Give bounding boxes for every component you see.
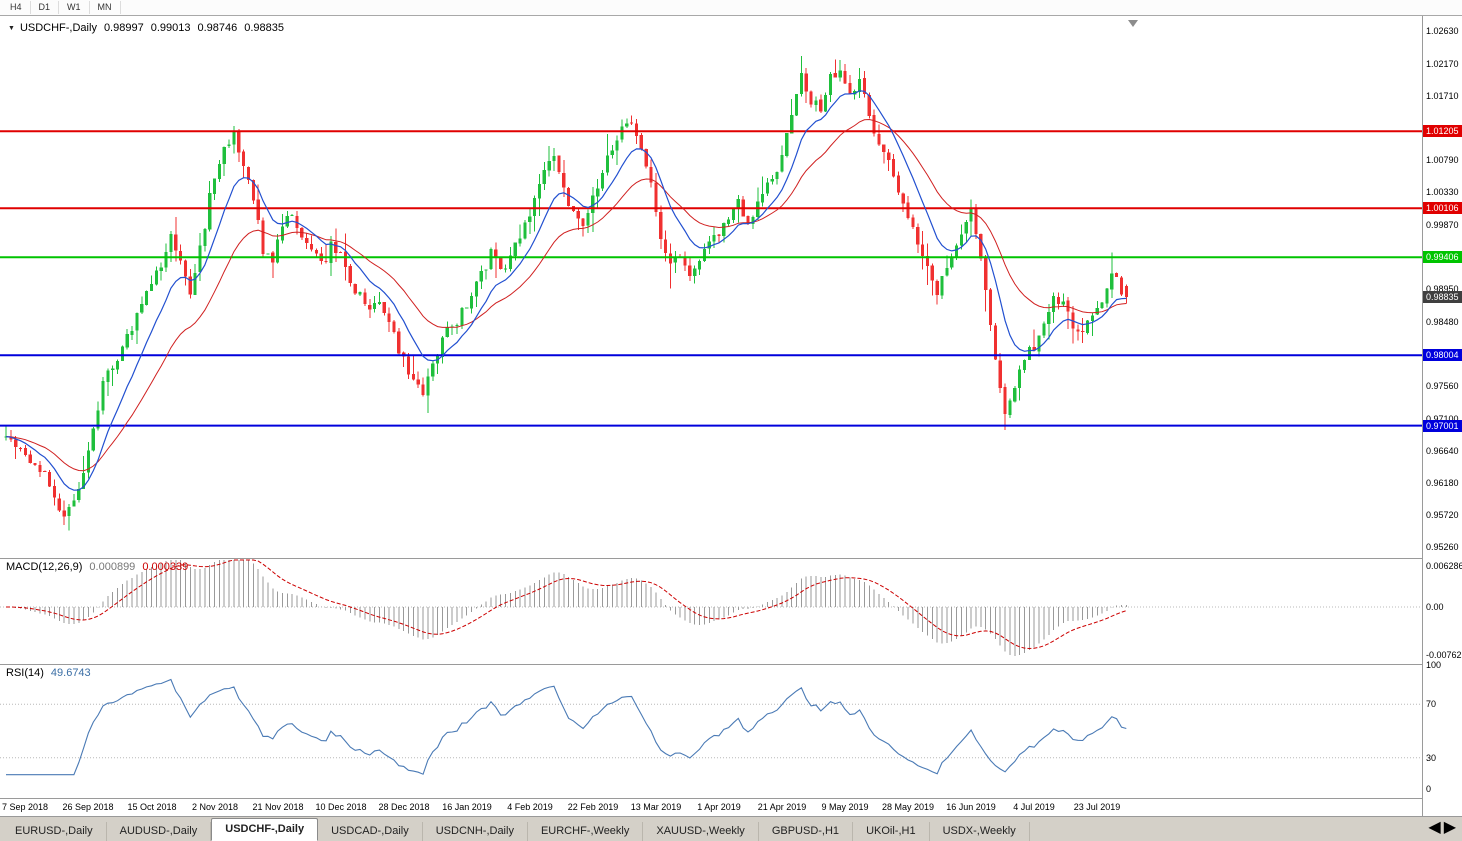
tabs-scroll-controls: ◀ ▶ [1428,817,1460,841]
price-axis-tick: 0.99870 [1426,220,1459,230]
price-axis-tick: 0.97100 [1426,414,1459,424]
rsi-axis-tick: 100 [1426,660,1442,670]
chart-tab-usdcad-daily[interactable]: USDCAD-,Daily [318,822,423,841]
chart-tab-ukoil-h1[interactable]: UKOil-,H1 [853,822,930,841]
price-axis-tick: 0.95260 [1426,542,1459,552]
price-axis-tick: 0.98950 [1426,284,1459,294]
chart-tab-gbpusd-h1[interactable]: GBPUSD-,H1 [759,822,854,841]
timeframe-button-h4[interactable]: H4 [2,1,31,14]
price-level-badge[interactable]: 1.01205 [1423,125,1462,137]
price-axis-tick: 0.95720 [1426,510,1459,520]
chart-tab-usdcnh-daily[interactable]: USDCNH-,Daily [423,822,528,841]
macd-signal-value: 0.000339 [142,561,189,573]
date-axis-label: 16 Jan 2019 [442,802,492,812]
rsi-axis-tick: 0 [1426,784,1432,794]
macd-axis-tick: -0.00762 [1426,650,1462,660]
date-axis-label: 28 May 2019 [881,802,935,812]
price-axis-tick: 1.00790 [1426,155,1459,165]
price-macd-divider[interactable] [0,558,1462,559]
price-axis-tick: 1.00330 [1426,187,1459,197]
date-axis-label: 21 Nov 2018 [252,802,304,812]
price-axis-tick: 1.02170 [1426,59,1459,69]
date-axis-label: 26 Sep 2018 [62,802,114,812]
macd-main-value: 0.000899 [89,561,136,573]
date-axis-label: 13 Mar 2019 [630,802,682,812]
rsi-dates-divider [0,798,1462,799]
date-axis-label: 1 Apr 2019 [697,802,741,812]
rsi-axis-tick: 70 [1426,699,1437,709]
macd-rsi-divider[interactable] [0,664,1462,665]
chart-tab-eurchf-weekly[interactable]: EURCHF-,Weekly [528,822,644,841]
price-level-badge[interactable]: 0.98004 [1423,349,1462,361]
chart-tab-audusd-daily[interactable]: AUDUSD-,Daily [107,822,212,841]
rsi-axis-tick: 30 [1426,753,1437,763]
chart-shift-marker[interactable] [1128,20,1138,27]
macd-axis-tick: 0.006286 [1426,561,1462,571]
price-axis[interactable]: 1.02630 1.02170 1.01710 1.00790 1.00330 0.998… [1422,16,1462,816]
rsi-title: RSI(14) [6,667,44,679]
date-axis-label: 10 Dec 2018 [315,802,367,812]
price-axis-tick: 1.01710 [1426,91,1459,101]
current-price-badge: 0.98835 [1423,291,1462,303]
chart-area: ▼ USDCHF-,Daily 0.98997 0.99013 0.98746 … [0,16,1462,816]
symbol-name: USDCHF-,Daily [19,22,97,34]
chart-tab-usdchf-daily[interactable]: USDCHF-,Daily [211,818,319,841]
ohlc-close: 0.98835 [244,22,284,34]
date-axis-label: 7 Sep 2018 [1,802,49,812]
tabs-scroll-left-icon[interactable]: ◀ [1428,819,1441,836]
date-axis-label: 23 Jul 2019 [1073,802,1121,812]
date-axis-label: 15 Oct 2018 [127,802,177,812]
timeframe-toolbar: H4 D1 W1 MN [0,0,1462,16]
price-axis-tick: 1.02630 [1426,26,1459,36]
price-level-badge[interactable]: 1.00106 [1423,202,1462,214]
price-axis-tick: 0.96180 [1426,478,1459,488]
rsi-label: RSI(14) 49.6743 [6,667,91,679]
rsi-value: 49.6743 [50,667,91,679]
symbol-dropdown-icon[interactable]: ▼ [8,24,15,32]
price-level-badge[interactable]: 0.99406 [1423,251,1462,263]
price-axis-tick: 0.98480 [1426,317,1459,327]
chart-tabs-bar: EURUSD-,Daily AUDUSD-,Daily USDCHF-,Daily U… [0,816,1462,841]
macd-label: MACD(12,26,9) 0.000899 0.000339 [6,561,188,573]
rsi-indicator-canvas[interactable] [0,664,1422,798]
date-axis-label: 28 Dec 2018 [378,802,430,812]
chart-tab-eurusd-daily[interactable]: EURUSD-,Daily [2,822,107,841]
date-axis-label: 22 Feb 2019 [567,802,619,812]
date-axis-label: 2 Nov 2018 [191,802,239,812]
price-axis-tick: 0.97560 [1426,381,1459,391]
tabs-scroll-right-icon[interactable]: ▶ [1443,819,1456,836]
chart-ohlc-label: ▼ USDCHF-,Daily 0.98997 0.99013 0.98746 … [8,22,284,34]
date-axis-label: 4 Jul 2019 [1013,802,1055,812]
ohlc-high: 0.99013 [150,22,191,34]
timeframe-button-w1[interactable]: W1 [59,1,90,14]
date-axis-label: 16 Jun 2019 [946,802,996,812]
chart-tab-usdx-weekly[interactable]: USDX-,Weekly [930,822,1030,841]
date-axis-label: 9 May 2019 [821,802,869,812]
date-axis-label: 21 Apr 2019 [757,802,807,812]
timeframe-button-mn[interactable]: MN [90,1,121,14]
ohlc-low: 0.98746 [197,22,238,34]
date-axis: 7 Sep 2018 26 Sep 2018 15 Oct 2018 2 Nov 20… [0,798,1422,816]
macd-indicator-canvas[interactable] [0,558,1422,664]
macd-axis-tick: 0.00 [1426,602,1444,612]
timeframe-button-d1[interactable]: D1 [31,1,60,14]
price-axis-tick: 0.96640 [1426,446,1459,456]
ohlc-open: 0.98997 [103,22,144,34]
chart-tab-xauusd-weekly[interactable]: XAUUSD-,Weekly [643,822,759,841]
price-level-badge[interactable]: 0.97001 [1423,420,1462,432]
macd-title: MACD(12,26,9) [6,561,83,573]
price-chart-canvas[interactable] [0,16,1422,558]
date-axis-label: 4 Feb 2019 [507,802,553,812]
